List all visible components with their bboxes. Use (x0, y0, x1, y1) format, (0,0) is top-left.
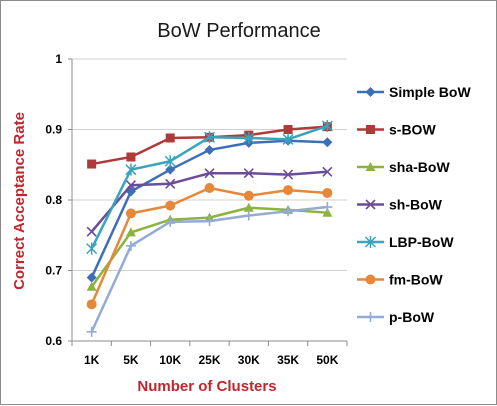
data-point-fm-bow (126, 208, 136, 218)
legend-label: sh-BoW (389, 197, 443, 213)
series-p-bow (87, 202, 333, 337)
data-point-fm-bow (87, 299, 97, 309)
chart-title: BoW Performance (157, 20, 320, 42)
data-point-p-bow (283, 206, 293, 216)
data-point-fm-bow (244, 191, 254, 201)
data-point-lbp-bow (87, 243, 97, 255)
legend-marker (366, 125, 375, 134)
x-axis-title: Number of Clusters (137, 378, 276, 395)
legend-item-lbp-bow: LBP-BoW (357, 234, 454, 250)
legend-item-sha-bow: sha-BoW (357, 159, 450, 175)
legend-marker (366, 87, 376, 97)
y-tick-label: 1 (55, 52, 62, 66)
x-tick-label: 50K (316, 353, 338, 367)
series-fm-bow (87, 183, 333, 309)
legend-item-p-bow: p-BoW (357, 309, 435, 325)
x-tick-label: 25K (198, 353, 220, 367)
y-tick-label: 0.9 (45, 123, 62, 137)
legend-label: fm-BoW (389, 272, 443, 288)
legend-item-sh-bow: sh-BoW (357, 197, 443, 213)
y-axis-title: Correct Acceptance Rate (11, 112, 28, 290)
x-tick-label: 35K (277, 353, 299, 367)
x-tick-label: 10K (159, 353, 181, 367)
data-point-s-bow (284, 125, 293, 134)
data-point-p-bow (322, 202, 332, 212)
y-tick-label: 0.8 (45, 193, 62, 207)
legend-marker (366, 312, 376, 322)
legend-item-fm-bow: fm-BoW (357, 272, 443, 288)
data-point-s-bow (126, 152, 135, 161)
data-point-s-bow (87, 160, 96, 169)
data-point-fm-bow (322, 188, 332, 198)
data-point-fm-bow (165, 201, 175, 211)
data-point-s-bow (166, 133, 175, 142)
x-tick-label: 5K (123, 353, 139, 367)
legend-label: Simple BoW (389, 84, 471, 100)
y-tick-label: 0.6 (45, 334, 62, 348)
legend-marker (366, 275, 376, 285)
legend-label: s-BOW (389, 122, 436, 138)
data-point-simple-bow (205, 145, 215, 155)
series-sha-bow (87, 203, 333, 291)
y-tick-label: 0.7 (45, 264, 62, 278)
data-point-p-bow (87, 327, 97, 337)
x-tick-label: 1K (84, 353, 100, 367)
legend-label: LBP-BoW (389, 234, 454, 250)
legend-label: sha-BoW (389, 159, 450, 175)
data-point-simple-bow (322, 137, 332, 147)
data-point-fm-bow (205, 183, 215, 193)
data-point-fm-bow (283, 185, 293, 195)
legend-item-s-bow: s-BOW (357, 122, 436, 138)
legend-item-simple-bow: Simple BoW (357, 84, 471, 100)
legend-label: p-BoW (389, 309, 435, 325)
x-tick-label: 30K (238, 353, 260, 367)
data-point-sh-bow (87, 227, 96, 236)
data-point-p-bow (244, 211, 254, 221)
